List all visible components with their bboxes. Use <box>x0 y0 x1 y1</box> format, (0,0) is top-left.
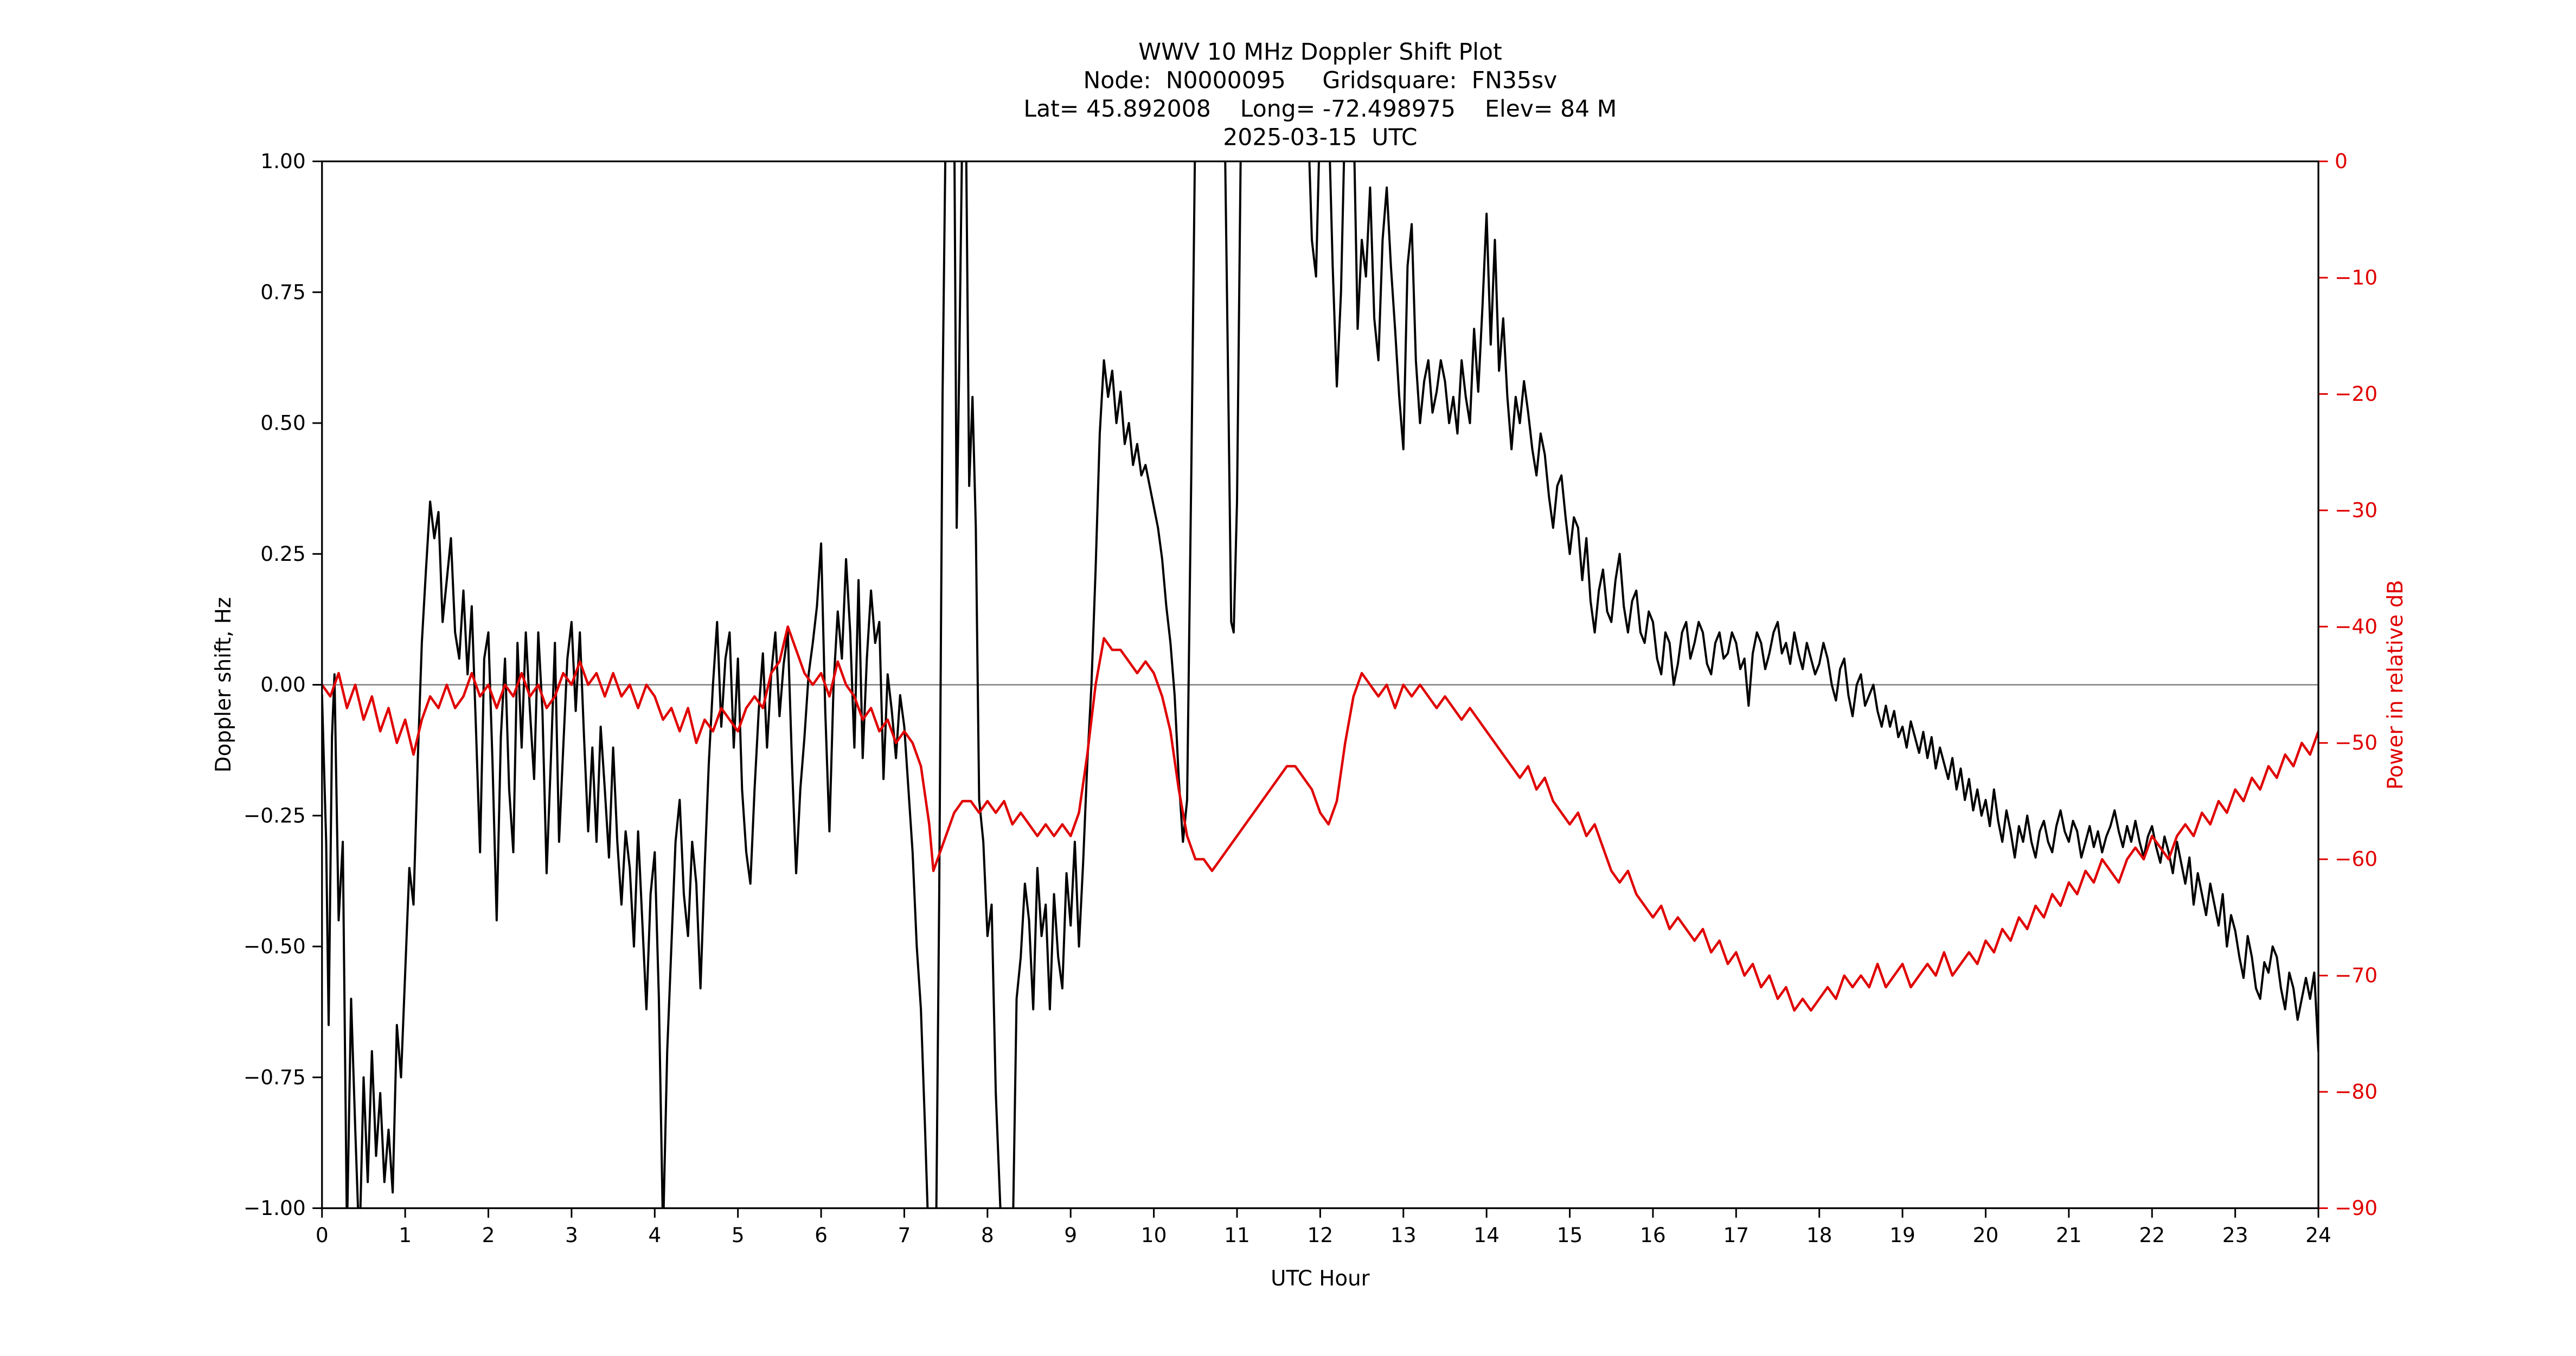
right-y-tick-label: −50 <box>2335 731 2378 754</box>
x-tick-label: 24 <box>2305 1223 2331 1247</box>
left-y-axis-label: Doppler shift, Hz <box>212 597 236 772</box>
left-y-tick-label: 0.00 <box>260 673 306 696</box>
left-y-tick-label: −0.50 <box>243 935 306 958</box>
x-axis-label: UTC Hour <box>1271 1267 1370 1291</box>
right-y-tick-label: −80 <box>2335 1080 2378 1104</box>
x-tick-label: 21 <box>2056 1223 2082 1247</box>
x-tick-label: 12 <box>1308 1223 1334 1247</box>
x-tick-label: 14 <box>1473 1223 1500 1247</box>
x-tick-label: 10 <box>1141 1223 1167 1247</box>
right-y-axis-label: Power in relative dB <box>2383 580 2408 790</box>
doppler-shift-line <box>322 161 2318 1208</box>
x-tick-label: 9 <box>1064 1223 1077 1247</box>
x-tick-label: 3 <box>565 1223 578 1247</box>
x-tick-label: 19 <box>1889 1223 1915 1247</box>
title-line-1: WWV 10 MHz Doppler Shift Plot <box>1138 39 1502 66</box>
left-y-tick-label: 0.75 <box>260 280 306 304</box>
power-relative-db-line <box>322 625 2318 1012</box>
x-tick-label: 6 <box>815 1223 828 1247</box>
chart-title: WWV 10 MHz Doppler Shift Plot Node: N000… <box>1023 39 1617 151</box>
left-y-tick-label: 0.25 <box>260 542 306 566</box>
left-y-tick-label: −0.75 <box>243 1065 306 1089</box>
right-y-tick-label: −30 <box>2335 498 2378 522</box>
x-tick-label: 0 <box>316 1223 329 1247</box>
tick-layer: 0 1 2 3 4 5 6 7 8 9 10 11 12 13 14 15 16 17 18 19 20 21 22 23 24… <box>243 149 2378 1247</box>
left-y-tick-label: −1.00 <box>243 1196 306 1220</box>
left-y-tick-label: −0.25 <box>243 803 306 827</box>
x-tick-label: 13 <box>1390 1223 1417 1247</box>
title-line-2: Node: N0000095 Gridsquare: FN35sv <box>1083 68 1557 94</box>
x-tick-label: 18 <box>1806 1223 1832 1247</box>
x-tick-label: 22 <box>2139 1223 2165 1247</box>
left-y-tick-label: 0.50 <box>260 411 306 435</box>
right-y-tick-label: 0 <box>2335 149 2348 173</box>
left-y-tick-label: 1.00 <box>260 149 306 173</box>
x-tick-label: 11 <box>1224 1223 1250 1247</box>
x-tick-label: 20 <box>1973 1223 1999 1247</box>
right-y-tick-label: −20 <box>2335 382 2378 406</box>
x-tick-label: 23 <box>2222 1223 2248 1247</box>
x-tick-label: 7 <box>898 1223 911 1247</box>
x-tick-label: 15 <box>1557 1223 1583 1247</box>
x-tick-label: 1 <box>399 1223 412 1247</box>
right-y-tick-label: −10 <box>2335 265 2378 289</box>
title-line-3: Lat= 45.892008 Long= -72.498975 Elev= 84… <box>1023 96 1617 123</box>
x-tick-label: 5 <box>732 1223 745 1247</box>
title-line-4: 2025-03-15 UTC <box>1223 125 1417 151</box>
x-tick-label: 16 <box>1640 1223 1666 1247</box>
series-layer <box>322 161 2318 1208</box>
right-y-tick-label: −40 <box>2335 615 2378 638</box>
plot-border <box>321 160 2319 1210</box>
x-tick-label: 17 <box>1723 1223 1749 1247</box>
x-tick-label: 4 <box>648 1223 661 1247</box>
x-tick-label: 8 <box>981 1223 994 1247</box>
right-y-tick-label: −90 <box>2335 1196 2378 1220</box>
x-tick-label: 2 <box>482 1223 495 1247</box>
right-y-tick-label: −70 <box>2335 963 2378 987</box>
right-y-tick-label: −60 <box>2335 847 2378 871</box>
